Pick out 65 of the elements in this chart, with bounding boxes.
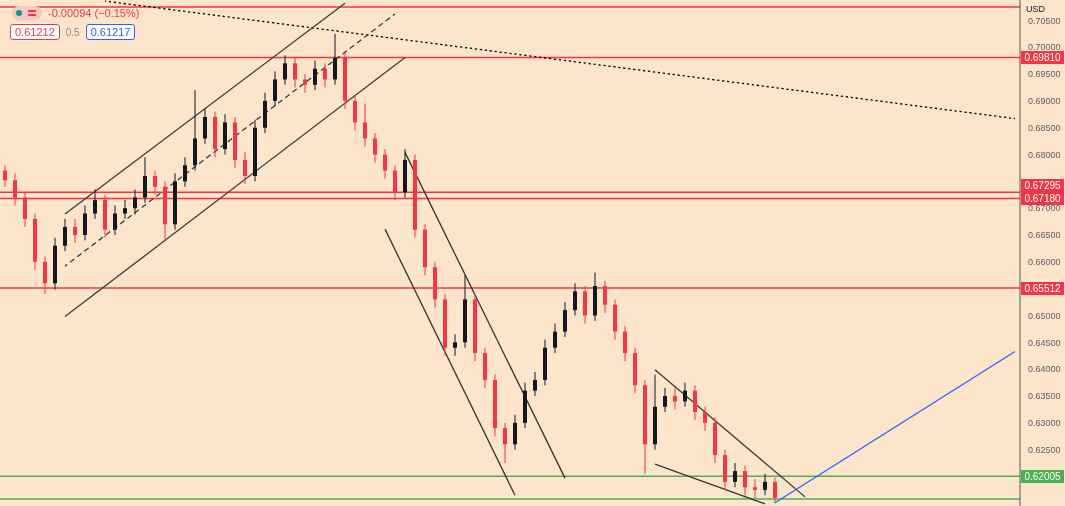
candlestick xyxy=(303,73,307,94)
candlestick xyxy=(243,151,247,185)
candlestick xyxy=(513,414,517,451)
candlestick xyxy=(333,33,337,86)
y-tick-label: 0.69000 xyxy=(1028,96,1061,107)
candlestick xyxy=(363,103,367,147)
candlestick xyxy=(73,218,77,244)
y-tick-label: 0.68500 xyxy=(1028,122,1061,133)
candlestick xyxy=(753,478,757,499)
y-tick-label: 0.64000 xyxy=(1028,364,1061,375)
candlestick xyxy=(373,132,377,164)
ref-line-label: 0.65512 xyxy=(1021,281,1064,295)
ref-line-label: 0.69810 xyxy=(1021,50,1064,64)
candlestick xyxy=(133,188,137,216)
candlestick xyxy=(773,477,777,504)
candlestick xyxy=(273,70,277,107)
candlestick xyxy=(353,95,357,131)
candlestick xyxy=(383,148,387,180)
y-tick-label: 0.69500 xyxy=(1028,69,1061,80)
candlestick xyxy=(623,325,627,362)
candlestick xyxy=(143,156,147,204)
y-tick-label: 0.63500 xyxy=(1028,391,1061,402)
candlestick xyxy=(563,301,567,338)
candlestick xyxy=(533,371,537,397)
candlestick xyxy=(553,323,557,354)
annotation: -0.00094 (−0.15%) xyxy=(48,7,140,19)
y-tick-label: 0.63000 xyxy=(1028,418,1061,429)
ref-line-label: 0.67295 xyxy=(1021,179,1064,193)
ref-line-label: 0.67180 xyxy=(1021,192,1064,206)
y-tick-label: 0.66500 xyxy=(1028,230,1061,241)
y-tick-label: 0.66000 xyxy=(1028,257,1061,268)
y-tick-label: 0.68000 xyxy=(1028,149,1061,160)
candlestick xyxy=(743,465,747,496)
candlestick xyxy=(683,382,687,408)
y-tick-label: 0.64500 xyxy=(1028,337,1061,348)
y-tick-label: 0.70000 xyxy=(1028,42,1061,53)
y-tick-label: 0.67000 xyxy=(1028,203,1061,214)
candlestick xyxy=(573,282,577,317)
candlestick xyxy=(63,218,67,252)
candlestick xyxy=(733,462,737,488)
ref-line-label: 0.62005 xyxy=(1021,469,1064,483)
candlestick xyxy=(763,473,767,496)
candlestick xyxy=(203,108,207,145)
y-tick-label: 0.65000 xyxy=(1028,310,1061,321)
candlestick xyxy=(313,60,317,91)
y-tick-label: 0.70500 xyxy=(1028,15,1061,26)
candlestick xyxy=(93,188,97,220)
candlestick xyxy=(83,205,87,241)
candlestick xyxy=(703,406,707,432)
candlestick xyxy=(323,62,327,88)
candlestick xyxy=(123,199,127,220)
candlestick xyxy=(3,164,7,188)
candlestick xyxy=(673,387,677,410)
candlestick xyxy=(283,54,287,86)
annotation: 0.61217 xyxy=(85,24,136,40)
candlestick xyxy=(453,333,457,357)
candlestick xyxy=(693,384,697,421)
annotation: 0.5 xyxy=(65,26,80,38)
annotation: 0.61212 xyxy=(10,24,60,40)
candlestick xyxy=(503,422,507,464)
y-tick-label: 0.62500 xyxy=(1028,444,1061,455)
candlestick xyxy=(663,387,667,413)
candlestick xyxy=(113,205,117,236)
y-axis-title: USD xyxy=(1026,4,1046,14)
candlestick xyxy=(183,156,187,188)
